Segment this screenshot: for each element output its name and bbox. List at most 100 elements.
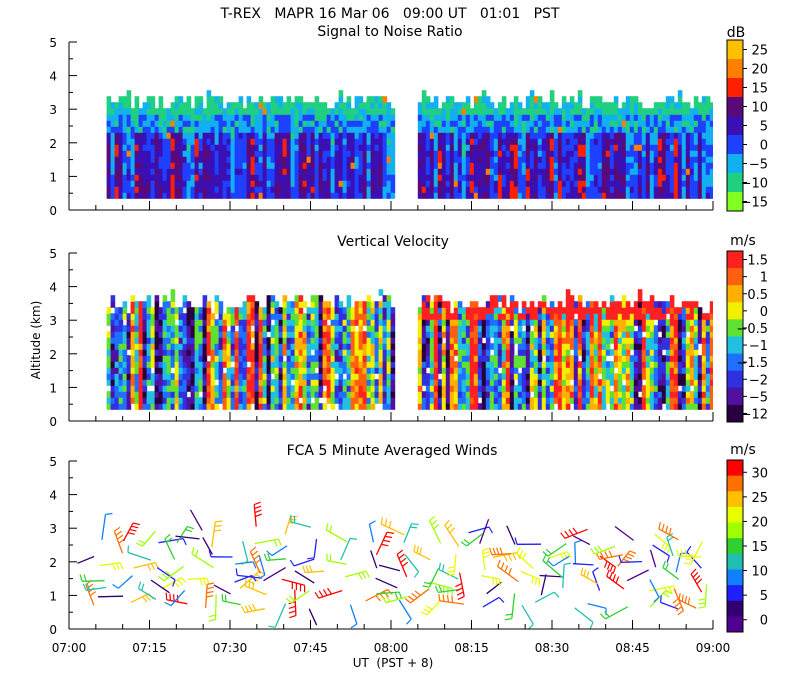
heatmap-cell bbox=[693, 367, 699, 374]
heatmap-cell bbox=[186, 144, 192, 151]
heatmap-cell bbox=[270, 349, 276, 356]
heatmap-cell bbox=[110, 138, 116, 145]
heatmap-cell bbox=[374, 144, 380, 151]
heatmap-cell bbox=[445, 307, 451, 314]
heatmap-cell bbox=[382, 144, 388, 151]
heatmap-cell bbox=[226, 108, 232, 115]
heatmap-cell bbox=[689, 361, 695, 368]
heatmap-cell bbox=[246, 385, 252, 392]
heatmap-cell bbox=[178, 132, 184, 139]
heatmap-cell bbox=[230, 331, 236, 338]
heatmap-cell bbox=[118, 355, 124, 362]
heatmap-cell bbox=[142, 403, 148, 410]
heatmap-cell bbox=[326, 331, 332, 338]
heatmap-cell bbox=[326, 343, 332, 350]
heatmap-cell bbox=[314, 373, 320, 380]
heatmap-cell bbox=[701, 120, 707, 127]
heatmap-cell bbox=[565, 102, 571, 109]
heatmap-cell bbox=[274, 96, 280, 103]
heatmap-cell bbox=[677, 403, 683, 410]
heatmap-cell bbox=[421, 361, 427, 368]
heatmap-cell bbox=[661, 156, 667, 163]
heatmap-cell bbox=[589, 403, 595, 410]
heatmap-cell bbox=[613, 331, 619, 338]
heatmap-cell bbox=[354, 307, 360, 314]
heatmap-cell bbox=[322, 319, 328, 326]
heatmap-cell bbox=[338, 349, 344, 356]
heatmap-cell bbox=[453, 156, 459, 163]
heatmap-cell bbox=[669, 343, 675, 350]
heatmap-cell bbox=[126, 391, 132, 398]
heatmap-cell bbox=[577, 379, 583, 386]
heatmap-cell bbox=[178, 186, 184, 193]
heatmap-cell bbox=[453, 186, 459, 193]
heatmap-cell bbox=[362, 102, 368, 109]
heatmap-cell bbox=[561, 367, 567, 374]
heatmap-cell bbox=[509, 343, 515, 350]
heatmap-cell bbox=[485, 114, 491, 121]
heatmap-cell bbox=[457, 403, 463, 410]
heatmap-cell bbox=[346, 186, 352, 193]
heatmap-cell bbox=[118, 319, 124, 326]
heatmap-cell bbox=[250, 367, 256, 374]
heatmap-cell bbox=[342, 192, 348, 199]
heatmap-cell bbox=[681, 373, 687, 380]
heatmap-cell bbox=[685, 186, 691, 193]
heatmap-cell bbox=[429, 337, 435, 344]
heatmap-cell bbox=[421, 138, 427, 145]
heatmap-cell bbox=[230, 313, 236, 320]
heatmap-cell bbox=[354, 331, 360, 338]
heatmap-cell bbox=[461, 349, 467, 356]
heatmap-cell bbox=[110, 367, 116, 374]
heatmap-cell bbox=[198, 150, 204, 157]
heatmap-cell bbox=[421, 168, 427, 175]
heatmap-cell bbox=[314, 180, 320, 187]
heatmap-cell bbox=[210, 180, 216, 187]
heatmap-cell bbox=[541, 102, 547, 109]
heatmap-cell bbox=[314, 114, 320, 121]
heatmap-cell bbox=[318, 156, 324, 163]
heatmap-cell bbox=[461, 132, 467, 139]
heatmap-cell bbox=[326, 168, 332, 175]
heatmap-cell bbox=[609, 138, 615, 145]
heatmap-cell bbox=[354, 391, 360, 398]
heatmap-cell bbox=[617, 379, 623, 386]
heatmap-cell bbox=[294, 295, 300, 302]
heatmap-cell bbox=[629, 108, 635, 115]
heatmap-cell bbox=[661, 168, 667, 175]
heatmap-cell bbox=[673, 349, 679, 356]
heatmap-cell bbox=[382, 343, 388, 350]
heatmap-cell bbox=[174, 120, 180, 127]
heatmap-cell bbox=[290, 180, 296, 187]
heatmap-cell bbox=[210, 150, 216, 157]
heatmap-cell bbox=[346, 385, 352, 392]
heatmap-cell bbox=[326, 313, 332, 320]
heatmap-cell bbox=[310, 337, 316, 344]
heatmap-cell bbox=[258, 144, 264, 151]
heatmap-cell bbox=[673, 186, 679, 193]
heatmap-cell bbox=[182, 120, 188, 127]
heatmap-cell bbox=[258, 325, 264, 332]
heatmap-cell bbox=[449, 162, 455, 169]
heatmap-cell bbox=[425, 132, 431, 139]
heatmap-cell bbox=[294, 355, 300, 362]
heatmap-cell bbox=[513, 403, 519, 410]
heatmap-cell bbox=[665, 168, 671, 175]
heatmap-cell bbox=[126, 313, 132, 320]
heatmap-cell bbox=[653, 120, 659, 127]
heatmap-cell bbox=[569, 397, 575, 404]
heatmap-cell bbox=[362, 301, 368, 308]
heatmap-cell bbox=[477, 108, 483, 115]
heatmap-cell bbox=[178, 108, 184, 115]
heatmap-cell bbox=[573, 403, 579, 410]
heatmap-cell bbox=[330, 192, 336, 199]
heatmap-cell bbox=[693, 138, 699, 145]
heatmap-cell bbox=[661, 367, 667, 374]
heatmap-cell bbox=[581, 156, 587, 163]
heatmap-cell bbox=[517, 397, 523, 404]
heatmap-cell bbox=[242, 367, 248, 374]
heatmap-cell bbox=[489, 403, 495, 410]
heatmap-cell bbox=[162, 162, 168, 169]
heatmap-cell bbox=[697, 156, 703, 163]
heatmap-cell bbox=[126, 373, 132, 380]
